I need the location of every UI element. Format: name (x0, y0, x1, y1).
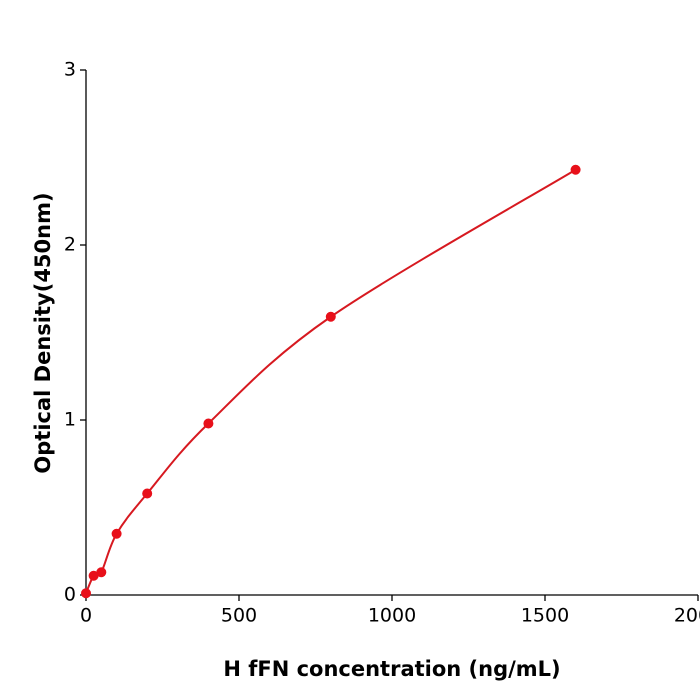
data-point (142, 488, 153, 499)
y-tick-label: 2 (64, 234, 76, 256)
x-tick-label: 0 (80, 605, 92, 627)
y-axis-title: Optical Density(450nm) (31, 192, 55, 473)
x-tick-label: 2000 (674, 605, 700, 627)
y-tick-label: 1 (64, 409, 76, 431)
fit-line (85, 168, 577, 594)
data-point (325, 311, 336, 322)
x-tick-label: 500 (221, 605, 257, 627)
data-point (111, 528, 122, 539)
x-axis-title: H fFN concentration (ng/mL) (223, 657, 560, 681)
y-tick-label: 0 (64, 584, 76, 606)
x-tick-label: 1000 (368, 605, 416, 627)
data-point (81, 588, 91, 599)
data-point (203, 418, 214, 429)
x-tick-label: 1500 (521, 605, 569, 627)
y-tick-label: 3 (64, 59, 76, 81)
data-point (570, 164, 581, 175)
data-point (88, 570, 99, 581)
data-point (96, 567, 107, 578)
